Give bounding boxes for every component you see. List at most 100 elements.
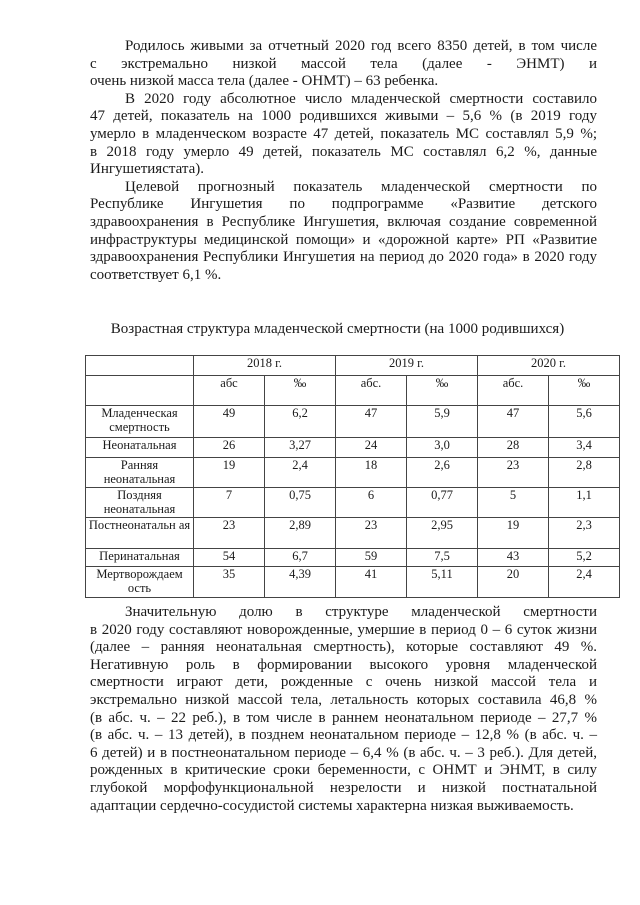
header-unit: абс. <box>335 375 407 406</box>
table-cell: 49 <box>193 405 265 438</box>
table-cell: 1,1 <box>548 487 620 518</box>
table-row: Поздняя неонатальная 7 0,75 6 0,77 5 1,1 <box>85 487 620 518</box>
text-line: В 2020 году абсолютное число младенческо… <box>125 90 597 107</box>
row-label: Неонатальная <box>85 437 194 458</box>
table-cell: 2,3 <box>548 517 620 549</box>
table-cell: 5 <box>477 487 549 518</box>
table-cell: 3,0 <box>406 437 478 458</box>
text-line: (далее – ранняя неонатальная смертность)… <box>90 639 597 656</box>
table-row: Неонатальная 26 3,27 24 3,0 28 3,4 <box>85 437 620 458</box>
table-header-units: абс ‰ абс. ‰ абс. ‰ <box>85 375 620 406</box>
table-cell: 41 <box>335 566 407 598</box>
header-unit: ‰ <box>548 375 620 406</box>
text-line: очень низкой масса тела (далее - ОНМТ) –… <box>90 73 439 90</box>
table-cell: 35 <box>193 566 265 598</box>
table-cell: 2,95 <box>406 517 478 549</box>
text-line: (в абс. ч. – 13 детей), в позднем неонат… <box>90 727 597 744</box>
header-unit: абс. <box>477 375 549 406</box>
text-line: в 2020 году составляют новорожденные, ум… <box>90 621 597 638</box>
text-line: инфраструктуры медицинской помощи» и «до… <box>90 231 597 248</box>
table-cell: 59 <box>335 548 407 567</box>
header-empty <box>85 355 194 376</box>
table-row: Младенческая смертность 49 6,2 47 5,9 47 5,6 <box>85 405 620 438</box>
table-cell: 20 <box>477 566 549 598</box>
text-line: глубокой морфофункциональной незрелости … <box>90 779 597 796</box>
table-cell: 2,6 <box>406 457 478 488</box>
table-row: Ранняя неонатальная 19 2,4 18 2,6 23 2,8 <box>85 457 620 488</box>
paragraph-mortality-structure: Значительную долю в структуре младенческ… <box>90 604 597 815</box>
table-cell: 54 <box>193 548 265 567</box>
table-cell: 0,75 <box>264 487 336 518</box>
text-line: Родилось живыми за отчетный 2020 год все… <box>125 38 597 54</box>
table-cell: 6 <box>335 487 407 518</box>
table-cell: 19 <box>193 457 265 488</box>
table-cell: 5,2 <box>548 548 620 567</box>
row-label: Мертворождаем ость <box>85 566 194 598</box>
header-unit: ‰ <box>264 375 336 406</box>
text-line: 47 детей, показатель на 1000 родившихся … <box>90 108 597 125</box>
table-row: Постнеонатальн ая 23 2,89 23 2,95 19 2,3 <box>85 517 620 549</box>
table-cell: 28 <box>477 437 549 458</box>
paragraph-infant-mortality: В 2020 году абсолютное число младенческо… <box>90 91 597 179</box>
table-cell: 23 <box>193 517 265 549</box>
row-label: Постнеонатальн ая <box>85 517 194 549</box>
table-cell: 5,9 <box>406 405 478 438</box>
table-cell: 7 <box>193 487 265 518</box>
row-label: Ранняя неонатальная <box>85 457 194 488</box>
text-line: соответствует 6,1 %. <box>90 266 222 283</box>
table-cell: 23 <box>335 517 407 549</box>
text-line: рожденных в критические сроки беременнос… <box>90 762 597 779</box>
table-row: Мертворождаем ость 35 4,39 41 5,11 20 2,4 <box>85 566 620 598</box>
paragraph-target-indicator: Целевой прогнозный показатель младенческ… <box>90 179 597 285</box>
header-empty <box>85 375 194 406</box>
text-line: Республике Ингушетия по подпрограмме «Ра… <box>90 196 597 213</box>
table-cell: 43 <box>477 548 549 567</box>
text-line: с экстремально низкой массой тела (далее… <box>90 55 597 72</box>
text-line: Ингушетиястата). <box>90 161 205 178</box>
table-cell: 5,6 <box>548 405 620 438</box>
table-cell: 2,4 <box>548 566 620 598</box>
table-cell: 24 <box>335 437 407 458</box>
table-cell: 3,27 <box>264 437 336 458</box>
table-header-years: 2018 г. 2019 г. 2020 г. <box>85 355 620 376</box>
text-line: Негативную роль в формировании высокого … <box>90 656 597 673</box>
table-cell: 2,8 <box>548 457 620 488</box>
table-cell: 0,77 <box>406 487 478 518</box>
table-row: Перинатальная 54 6,7 59 7,5 43 5,2 <box>85 548 620 567</box>
header-year: 2018 г. <box>193 355 336 376</box>
table-cell: 2,89 <box>264 517 336 549</box>
row-label: Перинатальная <box>85 548 194 567</box>
table-cell: 26 <box>193 437 265 458</box>
header-year: 2020 г. <box>477 355 620 376</box>
table-cell: 6,7 <box>264 548 336 567</box>
table-cell: 4,39 <box>264 566 336 598</box>
header-unit: абс <box>193 375 265 406</box>
table-cell: 23 <box>477 457 549 488</box>
text-line: адаптации сердечно-сосудистой системы ха… <box>90 797 574 814</box>
text-line: экстремально низкой массой тела, летальн… <box>90 691 597 708</box>
text-line: (в абс. ч. – 22 реб.), в том числе в ран… <box>90 709 597 726</box>
text-line: Целевой прогнозный показатель младенческ… <box>125 178 597 195</box>
table-cell: 2,4 <box>264 457 336 488</box>
text-line: 6 детей) и в постнеонатальном периоде – … <box>90 744 597 761</box>
paragraph-births: Родилось живыми за отчетный 2020 год все… <box>90 38 597 91</box>
header-year: 2019 г. <box>335 355 478 376</box>
table-cell: 5,11 <box>406 566 478 598</box>
table-cell: 19 <box>477 517 549 549</box>
row-label: Младенческая смертность <box>85 405 194 438</box>
text-line: здравоохранения в Республике Ингушетия, … <box>90 213 597 230</box>
table-cell: 18 <box>335 457 407 488</box>
text-line: здравоохранения Республики Ингушетия на … <box>90 249 597 266</box>
text-line: в 2018 году умерло 49 детей, показатель … <box>90 143 597 160</box>
table-cell: 47 <box>477 405 549 438</box>
table-cell: 47 <box>335 405 407 438</box>
table-cell: 6,2 <box>264 405 336 438</box>
mortality-structure-table: 2018 г. 2019 г. 2020 г. абс ‰ абс. ‰ абс. ‰ М… <box>85 355 620 598</box>
text-line: умерло в младенческом возрасте 47 детей,… <box>90 125 597 142</box>
row-label: Поздняя неонатальная <box>85 487 194 518</box>
text-line: смертности играют дети, рожденные с очен… <box>90 674 597 691</box>
header-unit: ‰ <box>406 375 478 406</box>
table-caption: Возрастная структура младенческой смертн… <box>110 321 565 337</box>
table-cell: 7,5 <box>406 548 478 567</box>
table-cell: 3,4 <box>548 437 620 458</box>
